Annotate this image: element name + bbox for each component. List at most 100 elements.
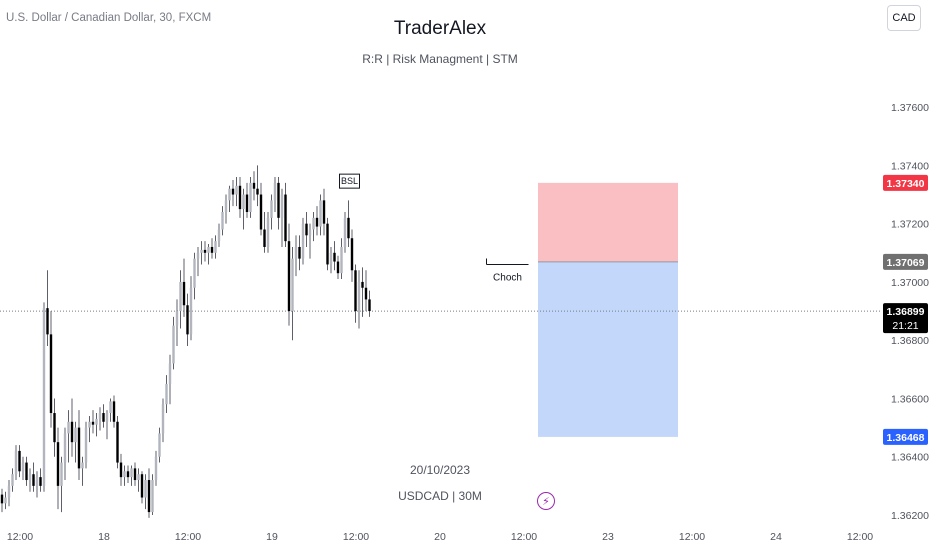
candle[interactable] [312, 212, 315, 242]
candle[interactable] [140, 471, 144, 504]
candle[interactable] [224, 194, 228, 224]
candle[interactable] [252, 171, 256, 201]
candlestick-series[interactable] [0, 165, 371, 518]
candle[interactable] [238, 177, 242, 218]
candle[interactable] [207, 244, 210, 265]
candle[interactable] [46, 270, 49, 347]
candle[interactable] [144, 474, 147, 510]
candle[interactable] [333, 241, 336, 271]
candle[interactable] [214, 235, 217, 259]
candle[interactable] [7, 480, 11, 507]
candle[interactable] [28, 468, 32, 492]
candle[interactable] [277, 177, 280, 230]
candle[interactable] [25, 456, 28, 486]
candle[interactable] [284, 182, 287, 247]
candle[interactable] [70, 398, 74, 457]
candle[interactable] [0, 488, 4, 513]
candle[interactable] [158, 427, 161, 463]
candle[interactable] [130, 465, 133, 486]
candle[interactable] [203, 241, 207, 262]
candle[interactable] [305, 212, 308, 247]
candle[interactable] [42, 302, 46, 492]
candle[interactable] [350, 229, 354, 282]
candle[interactable] [32, 462, 35, 492]
candle[interactable] [168, 354, 172, 405]
candle[interactable] [256, 165, 259, 207]
candle[interactable] [116, 415, 119, 469]
candle[interactable] [273, 177, 277, 213]
candle[interactable] [364, 270, 368, 312]
candle[interactable] [326, 217, 329, 271]
candle[interactable] [287, 223, 291, 326]
candle[interactable] [161, 398, 165, 443]
stop-loss-price-tag[interactable]: 1.37340 [883, 174, 928, 191]
candle[interactable] [49, 311, 53, 428]
candle[interactable] [294, 235, 298, 277]
candle[interactable] [308, 223, 312, 259]
candle[interactable] [242, 188, 245, 230]
candle[interactable] [343, 212, 347, 253]
candle[interactable] [266, 212, 270, 253]
candle[interactable] [175, 299, 179, 347]
time-axis[interactable]: 12:00 18 12:00 19 12:00 20 12:00 23 12:00 24 12:00 [7, 531, 873, 543]
candle[interactable] [4, 491, 7, 510]
candle[interactable] [11, 468, 14, 492]
candle[interactable] [298, 235, 301, 271]
lightning-icon[interactable]: ⚡ [537, 492, 555, 510]
price-axis[interactable]: 1.37600 1.37400 1.37200 1.37000 1.36800 1.366… [883, 102, 929, 522]
candle[interactable] [368, 290, 371, 317]
candle[interactable] [189, 276, 193, 341]
candle[interactable] [67, 410, 70, 463]
entry-price-tag[interactable]: 1.37069 [883, 253, 928, 270]
short-position-tool[interactable] [538, 182, 678, 437]
candle[interactable] [123, 465, 126, 486]
candle[interactable] [84, 421, 88, 469]
candle[interactable] [354, 264, 357, 323]
candle[interactable] [361, 267, 364, 317]
candle[interactable] [53, 398, 56, 457]
candle[interactable] [221, 206, 224, 236]
candle[interactable] [126, 465, 130, 483]
candle[interactable] [74, 421, 77, 463]
candle[interactable] [172, 316, 175, 370]
candle[interactable] [119, 453, 123, 486]
currency-button[interactable]: CAD [887, 5, 921, 31]
candle[interactable] [154, 450, 158, 486]
candle[interactable] [95, 413, 98, 437]
candle[interactable] [329, 246, 333, 274]
candle[interactable] [35, 471, 39, 498]
candle[interactable] [319, 194, 322, 236]
candle[interactable] [105, 410, 109, 440]
candle[interactable] [109, 398, 112, 422]
candle[interactable] [88, 415, 91, 443]
candle[interactable] [147, 468, 151, 518]
stop-loss-zone[interactable] [538, 182, 678, 262]
candle[interactable] [182, 258, 186, 317]
candle[interactable] [301, 217, 305, 265]
candle[interactable] [196, 246, 200, 277]
candle[interactable] [235, 177, 238, 207]
candle[interactable] [228, 185, 231, 213]
candle[interactable] [249, 177, 252, 218]
take-profit-price-tag[interactable]: 1.36468 [883, 428, 928, 445]
candle[interactable] [263, 212, 266, 253]
candle[interactable] [259, 182, 263, 236]
candle[interactable] [270, 194, 273, 230]
candle[interactable] [98, 407, 102, 431]
candle[interactable] [322, 188, 326, 236]
candle[interactable] [14, 445, 18, 481]
candle[interactable] [186, 293, 189, 347]
candle[interactable] [231, 179, 235, 207]
candle[interactable] [21, 456, 25, 481]
candle[interactable] [39, 468, 42, 492]
candle[interactable] [91, 410, 95, 434]
candle[interactable] [340, 238, 343, 280]
candle[interactable] [81, 456, 84, 486]
candle[interactable] [347, 200, 350, 247]
candle[interactable] [357, 270, 361, 329]
candle[interactable] [18, 445, 21, 478]
candle[interactable] [112, 395, 116, 428]
current-price-tag[interactable]: 1.36899 21:21 [883, 303, 928, 334]
candle[interactable] [77, 410, 81, 481]
